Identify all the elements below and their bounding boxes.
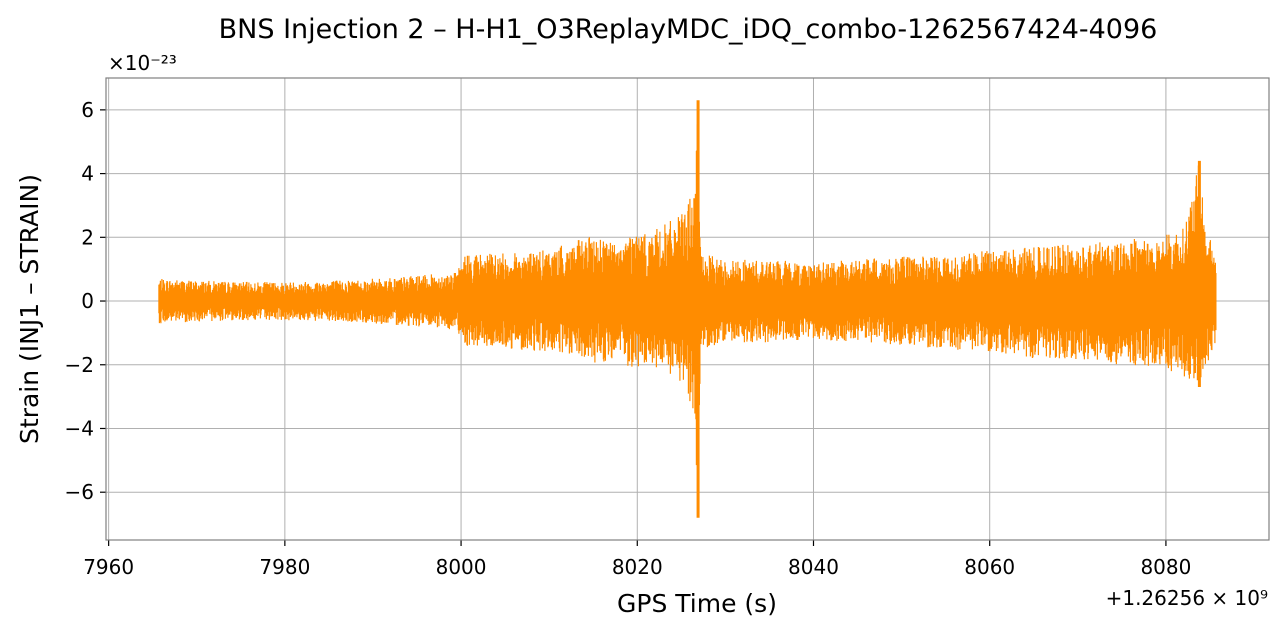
y-tick-label: 0: [81, 289, 94, 313]
x-tick-label: 8020: [612, 555, 663, 579]
strain-series: [158, 100, 1217, 518]
axis-ticks: 7960 7980 8000 8020 8040 8060 8080 −6 −4 −2 0 2 4 6: [65, 98, 1192, 579]
y-tick-label: 2: [81, 225, 94, 249]
x-tick-label: 8000: [436, 555, 487, 579]
x-tick-label: 7980: [259, 555, 310, 579]
x-tick-label: 7960: [83, 555, 134, 579]
strain-envelope-line: [158, 124, 1217, 466]
y-tick-label: 6: [81, 98, 94, 122]
y-tick-label: 4: [81, 162, 94, 186]
x-tick-label: 8060: [964, 555, 1015, 579]
y-axis-label: Strain (INJ1 – STRAIN): [15, 174, 44, 444]
x-tick-label: 8040: [788, 555, 839, 579]
y-tick-label: −4: [65, 416, 94, 440]
x-tick-label: 8080: [1140, 555, 1191, 579]
x-axis-label: GPS Time (s): [617, 589, 777, 618]
x-offset-label: +1.26256 × 10⁹: [1106, 586, 1268, 610]
plot-frame: [105, 77, 1270, 541]
y-tick-label: −2: [65, 353, 94, 377]
chart-title: BNS Injection 2 – H-H1_O3ReplayMDC_iDQ_c…: [219, 14, 1158, 45]
y-tick-label: −6: [65, 480, 94, 504]
y-scale-label: ×10⁻²³: [108, 51, 177, 75]
